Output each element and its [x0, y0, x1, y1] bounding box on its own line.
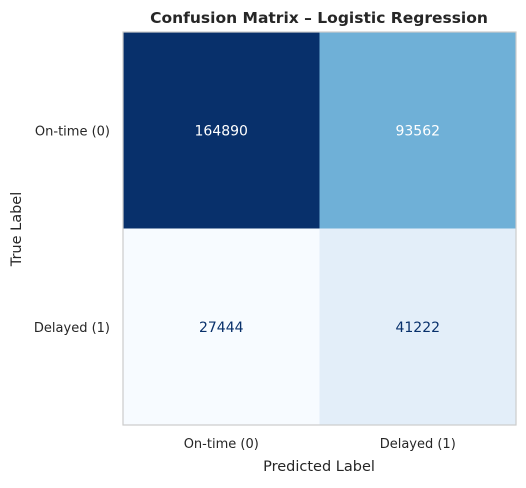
y-axis-label: True Label: [9, 192, 25, 268]
tick-labels: On-time (0) Delayed (1) On-time (0) Delayed…: [34, 124, 456, 452]
cell-value-r0-c0: 164890: [195, 123, 248, 139]
y-tick-label-1: Delayed (1): [34, 321, 110, 336]
chart-title: Confusion Matrix – Logistic Regression: [150, 9, 488, 27]
plot-frame: [122, 31, 517, 426]
heatmap-cells: 164890 93562 27444 41222: [123, 32, 516, 425]
x-tick-label-1: Delayed (1): [380, 437, 456, 452]
x-axis-label: Predicted Label: [263, 459, 375, 475]
y-tick-label-0: On-time (0): [35, 124, 110, 139]
heatmap-cell-r1-c1: [319, 228, 516, 425]
heatmap-cell-r0-c0: [123, 32, 320, 229]
cell-value-r1-c0: 27444: [199, 320, 244, 336]
heatmap-cell-r0-c1: [319, 32, 516, 229]
cell-value-r0-c1: 93562: [395, 123, 440, 139]
cell-value-r1-c1: 41222: [395, 320, 440, 336]
x-tick-label-0: On-time (0): [184, 437, 259, 452]
heatmap-cell-r1-c0: [123, 228, 320, 425]
